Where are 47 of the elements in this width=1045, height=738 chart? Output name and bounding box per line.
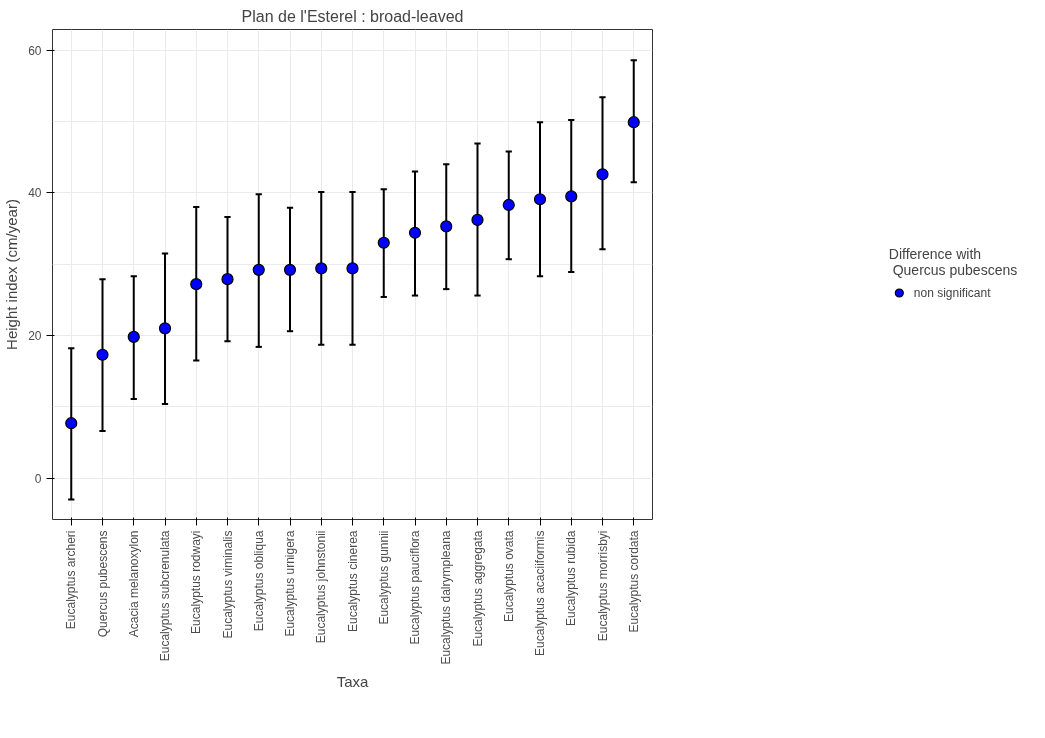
point xyxy=(127,330,140,343)
x-tick-label: Eucalyptus subcrenulata xyxy=(158,530,172,662)
point xyxy=(565,190,578,203)
x-tick-label: Eucalyptus cinerea xyxy=(345,530,360,632)
x-tick-label: Eucalyptus dalrympleana xyxy=(439,530,454,665)
point xyxy=(596,168,609,181)
point xyxy=(221,273,234,286)
point xyxy=(627,116,640,129)
x-tick-label: Eucalyptus aggregata xyxy=(470,530,485,647)
x-tick-label: Eucalyptus urnigera xyxy=(283,530,297,637)
x-tick-label: Eucalyptus acaciiformis xyxy=(533,530,547,656)
y-tick-label: 20 xyxy=(28,328,42,343)
point xyxy=(283,263,297,276)
point xyxy=(502,198,515,212)
point xyxy=(377,236,390,249)
point xyxy=(533,193,547,206)
point xyxy=(96,348,109,361)
x-tick-label: Acacia melanoxylon xyxy=(126,530,141,638)
x-tick-label: Eucalyptus pauciflora xyxy=(408,530,422,645)
point xyxy=(158,322,172,335)
point xyxy=(252,263,265,276)
chart-title: Plan de l'Esterel : broad-leaved xyxy=(241,7,464,25)
point xyxy=(346,262,359,275)
x-tick-label: Eucalyptus viminalis xyxy=(220,530,235,639)
y-tick-label: 0 xyxy=(34,471,42,486)
y-tick-label: 40 xyxy=(28,186,42,201)
x-tick-label: Eucalyptus rubida xyxy=(564,530,579,626)
point xyxy=(440,220,453,233)
legend-label: non significant xyxy=(913,285,991,300)
x-tick-label: Eucalyptus obliqua xyxy=(251,530,266,632)
point xyxy=(471,213,484,227)
x-tick-label: Quercus pubescens xyxy=(95,530,110,638)
point xyxy=(65,417,78,430)
x-tick-label: Eucalyptus gunnii xyxy=(376,530,391,625)
x-tick-label: Eucalyptus johnstonii xyxy=(314,530,329,644)
legend-title: Difference with Quercus pubescens xyxy=(888,245,1018,278)
point xyxy=(408,226,422,239)
point xyxy=(190,278,203,291)
x-tick-label: Eucalyptus ovata xyxy=(501,530,516,622)
x-tick-label: Eucalyptus archeri xyxy=(64,530,79,630)
y-axis-title: Height index (cm/year) xyxy=(3,199,21,350)
x-tick-label: Eucalyptus morrisbyi xyxy=(595,530,610,642)
point xyxy=(315,262,328,275)
x-tick-label: Eucalyptus cordata xyxy=(626,530,641,633)
x-axis-title: Taxa xyxy=(336,672,369,690)
y-tick-label: 60 xyxy=(28,43,42,58)
x-tick-label: Eucalyptus rodwayi xyxy=(189,530,204,634)
